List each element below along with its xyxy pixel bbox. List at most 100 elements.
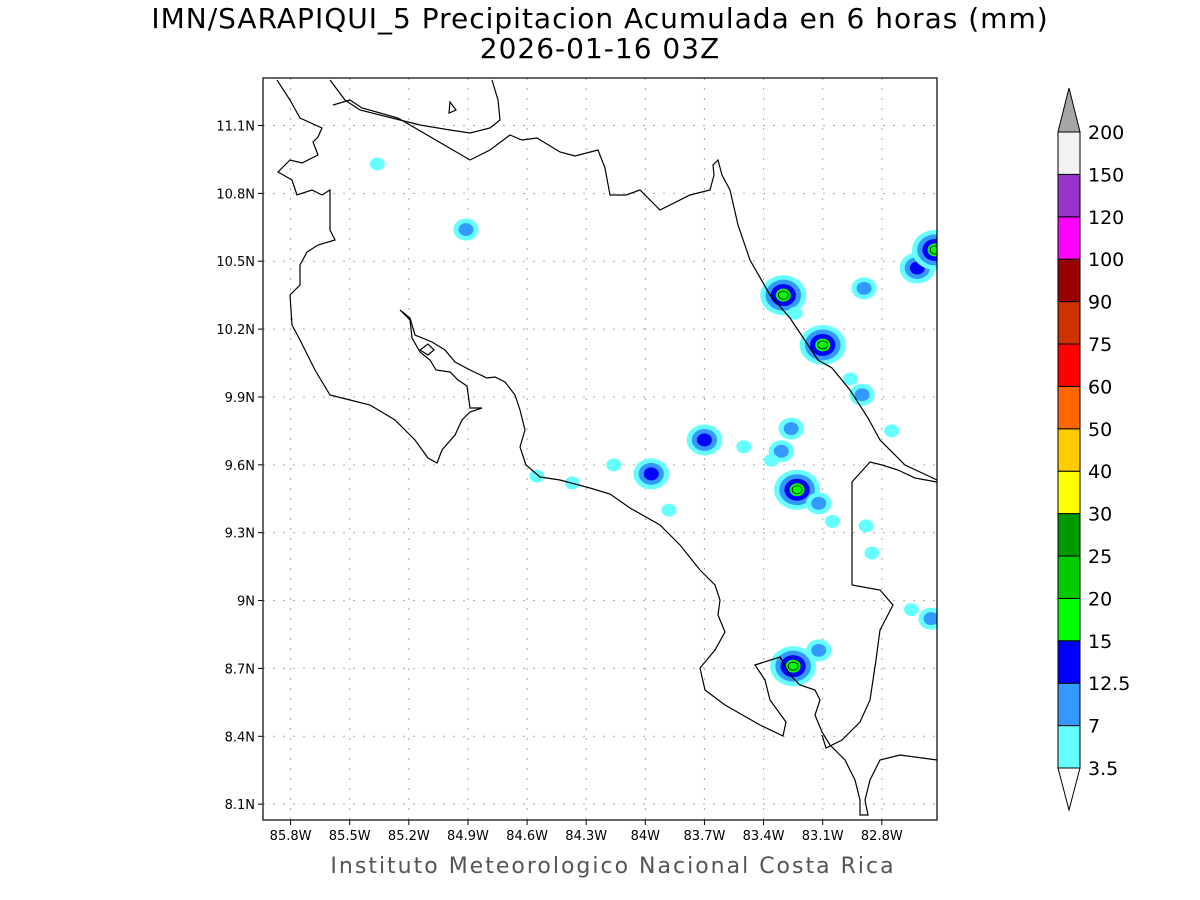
precip-cell (849, 383, 875, 406)
colorbar-swatch (1057, 725, 1081, 769)
precip-contour-3.5 (661, 503, 677, 517)
precip-cell (903, 603, 919, 617)
precip-contour-15 (815, 338, 831, 352)
colorbar-swatch (1057, 682, 1081, 727)
precip-contour-7 (773, 444, 789, 458)
precip-cell (899, 252, 936, 284)
contour-line (791, 485, 803, 495)
footer-credit: Instituto Meteorologico Nacional Costa R… (330, 854, 896, 879)
lon-tick-label: 83.1W (802, 829, 844, 844)
precip-contour-3.5 (763, 453, 779, 467)
precip-contour-3.5 (825, 514, 841, 528)
lon-tick-label: 85.5W (329, 829, 371, 844)
colorbar-swatch (1057, 301, 1081, 345)
island-nicoya (418, 343, 435, 356)
colorbar-label: 50 (1088, 419, 1112, 441)
contour-line (777, 290, 789, 300)
island (448, 100, 457, 114)
lon-tick-label: 83.7W (684, 829, 726, 844)
lat-tick-label: 10.8N (216, 187, 255, 202)
precip-cell (369, 157, 385, 171)
colorbar-under-arrow (1057, 767, 1081, 812)
lat-tick-label: 9N (237, 595, 255, 610)
lat-tick-label: 8.1N (225, 798, 255, 813)
precip-contour-7 (783, 422, 799, 436)
lat-tick-label: 8.7N (225, 662, 255, 677)
precip-contour-15 (775, 288, 791, 302)
axis-ticks: 85.8W 85.5W 85.2W 84.9W 84.6W 84.3W 84W 83.7W 83… (216, 120, 903, 844)
precip-cell (912, 229, 937, 270)
coastline-pacific (276, 79, 937, 816)
precip-contour-12.5 (696, 433, 712, 447)
precip-contour-3.5 (529, 469, 545, 483)
precip-cell (778, 417, 804, 440)
precip-contour-12.5 (643, 467, 659, 481)
colorbar-label: 15 (1088, 631, 1112, 653)
colorbar-over-arrow (1057, 87, 1081, 133)
border-panama (851, 461, 937, 585)
colorbar-swatch (1057, 216, 1081, 260)
precip-contour-3.5 (736, 440, 752, 454)
contour-line (787, 661, 799, 671)
precip-cell (806, 492, 832, 515)
precip-contour-7 (854, 388, 870, 402)
lon-tick-label: 85.8W (270, 829, 312, 844)
lon-tick-label: 83.4W (743, 829, 785, 844)
colorbar-swatch (1057, 640, 1081, 684)
colorbar-label: 25 (1088, 546, 1112, 568)
colorbar-label: 150 (1088, 164, 1124, 186)
precip-contour-3.5 (903, 603, 919, 617)
precip-cell (799, 324, 846, 365)
lon-tick-label: 84.9W (447, 829, 489, 844)
precip-cell (763, 453, 779, 467)
colorbar-swatch (1057, 513, 1081, 557)
lake-nicaragua-shore (329, 79, 501, 134)
colorbar-swatch (1057, 131, 1081, 175)
precip-cell (918, 607, 937, 630)
precip-cell (633, 458, 670, 490)
lon-tick-label: 84.3W (565, 829, 607, 844)
precip-contour-3.5 (606, 458, 622, 472)
colorbar-label: 120 (1088, 207, 1124, 229)
coastlines (276, 79, 937, 816)
colorbar-label: 60 (1088, 376, 1112, 398)
colorbar-label: 20 (1088, 588, 1112, 610)
colorbar-swatch (1057, 343, 1081, 387)
colorbar-swatch (1057, 597, 1081, 642)
precip-contour-15 (927, 243, 937, 257)
precip-contour-7 (811, 496, 827, 510)
colorbar-label: 3.5 (1088, 758, 1118, 780)
precip-contour-3.5 (787, 306, 803, 320)
lon-tick-label: 82.8W (861, 829, 903, 844)
colorbar-swatch (1057, 258, 1081, 303)
graticule (263, 78, 937, 820)
map-frame (262, 77, 938, 821)
precip-contour-3.5 (884, 424, 900, 438)
lon-tick-label: 84.6W (506, 829, 548, 844)
colorbar-label: 100 (1088, 249, 1124, 271)
border-nicaragua (332, 99, 937, 481)
precip-contour-15 (785, 659, 801, 673)
lat-tick-label: 9.6N (225, 459, 255, 474)
colorbar-swatch (1057, 470, 1081, 515)
precip-cell (453, 218, 479, 241)
colorbar-swatch (1057, 173, 1081, 218)
precip-cell (864, 546, 880, 560)
precip-cell (606, 458, 622, 472)
colorbar-swatch (1057, 385, 1081, 430)
precip-contour-3.5 (842, 372, 858, 386)
lat-tick-label: 9.3N (225, 527, 255, 542)
colorbar-label: 200 (1088, 122, 1124, 144)
lat-tick-label: 11.1N (216, 120, 255, 135)
precip-cell (842, 372, 858, 386)
map-title: IMN/SARAPIQUI_5 Precipitacion Acumulada … (151, 2, 1049, 35)
precip-cell (686, 424, 723, 456)
precip-cell (787, 306, 803, 320)
colorbar-label: 30 (1088, 504, 1112, 526)
precip-cell (770, 646, 817, 687)
precip-cell (661, 503, 677, 517)
colorbar-swatch (1057, 428, 1081, 472)
precip-cell (760, 275, 807, 316)
precip-contour-15 (789, 483, 805, 497)
